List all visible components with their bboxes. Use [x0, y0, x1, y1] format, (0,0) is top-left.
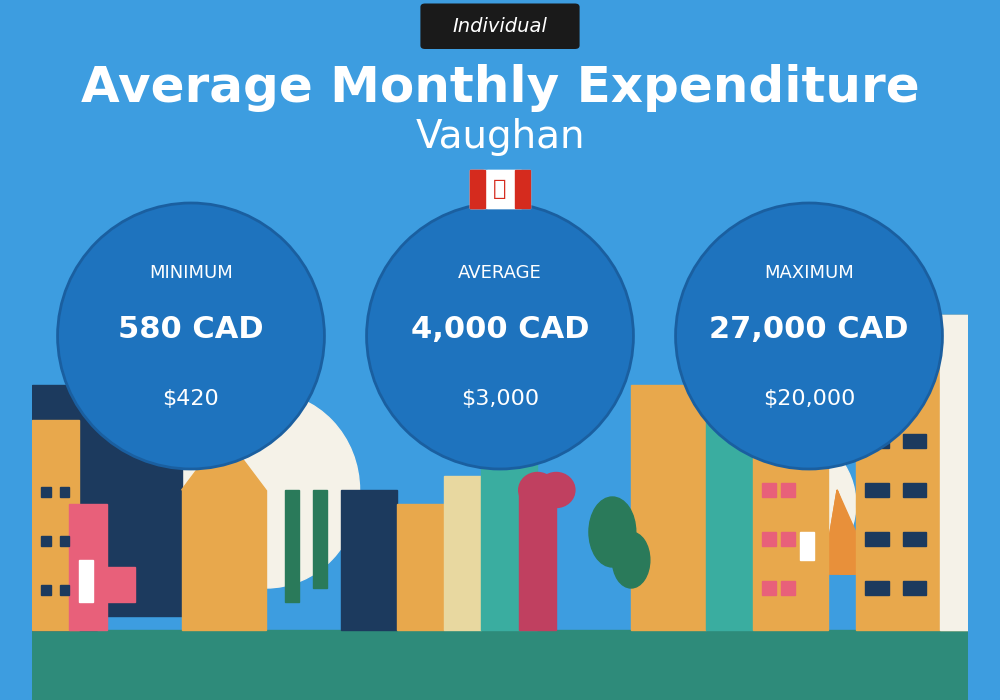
Bar — [341, 490, 397, 630]
Bar — [631, 385, 706, 630]
Bar — [519, 490, 556, 630]
Text: AVERAGE: AVERAGE — [458, 264, 542, 282]
Bar — [865, 532, 889, 546]
Bar — [903, 434, 926, 448]
Polygon shape — [706, 490, 737, 574]
Bar — [60, 486, 69, 497]
Bar — [800, 532, 814, 560]
Ellipse shape — [676, 203, 942, 469]
Bar — [865, 483, 889, 497]
Bar — [41, 486, 51, 497]
Polygon shape — [706, 490, 743, 574]
Polygon shape — [837, 490, 875, 574]
Bar — [41, 584, 51, 595]
Polygon shape — [823, 490, 851, 574]
Text: Vaughan: Vaughan — [415, 118, 585, 155]
Text: Individual: Individual — [453, 17, 547, 36]
Text: $3,000: $3,000 — [461, 389, 539, 409]
Bar — [32, 385, 97, 630]
Ellipse shape — [612, 532, 650, 588]
Bar — [41, 536, 51, 546]
Bar — [182, 490, 266, 630]
Bar — [481, 462, 537, 630]
Polygon shape — [74, 490, 102, 574]
Text: 27,000 CAD: 27,000 CAD — [709, 314, 909, 344]
Bar — [60, 584, 69, 595]
Bar — [903, 532, 926, 546]
Bar — [865, 581, 889, 595]
Bar — [470, 170, 530, 209]
Text: 4,000 CAD: 4,000 CAD — [411, 314, 589, 344]
Text: MINIMUM: MINIMUM — [149, 264, 233, 282]
Bar — [762, 483, 776, 497]
Bar — [97, 385, 182, 616]
Ellipse shape — [163, 455, 294, 595]
Text: 🍁: 🍁 — [493, 179, 507, 199]
Bar — [706, 350, 753, 630]
Bar — [856, 315, 968, 630]
Ellipse shape — [589, 497, 636, 567]
Text: $420: $420 — [163, 389, 219, 409]
Ellipse shape — [519, 473, 556, 508]
Bar — [903, 483, 926, 497]
Bar — [762, 532, 776, 546]
Bar — [487, 170, 521, 209]
Bar — [79, 560, 93, 602]
Polygon shape — [219, 490, 250, 574]
Ellipse shape — [650, 441, 762, 567]
Bar — [470, 170, 483, 209]
Bar — [60, 536, 69, 546]
Bar — [781, 532, 795, 546]
Bar — [762, 581, 776, 595]
Ellipse shape — [367, 203, 633, 469]
Polygon shape — [823, 490, 851, 574]
Bar — [865, 434, 889, 448]
Polygon shape — [182, 434, 266, 490]
Text: $20,000: $20,000 — [763, 389, 855, 409]
Polygon shape — [219, 490, 250, 574]
Bar — [397, 504, 444, 630]
Ellipse shape — [58, 203, 324, 469]
Text: Average Monthly Expenditure: Average Monthly Expenditure — [81, 64, 919, 111]
Text: MAXIMUM: MAXIMUM — [764, 264, 854, 282]
Bar — [903, 581, 926, 595]
Ellipse shape — [172, 392, 360, 588]
Polygon shape — [88, 490, 119, 574]
Polygon shape — [74, 490, 102, 574]
Polygon shape — [692, 490, 720, 574]
Polygon shape — [706, 490, 737, 574]
Bar — [781, 581, 795, 595]
Polygon shape — [205, 490, 233, 574]
FancyBboxPatch shape — [420, 4, 580, 49]
Ellipse shape — [537, 473, 575, 508]
Polygon shape — [837, 490, 868, 574]
Bar — [470, 170, 485, 209]
Polygon shape — [837, 490, 868, 574]
Polygon shape — [88, 490, 119, 574]
Bar — [515, 170, 530, 209]
Bar — [32, 630, 968, 700]
Bar — [285, 490, 299, 602]
Polygon shape — [219, 490, 257, 574]
Bar — [313, 490, 327, 588]
Polygon shape — [88, 490, 125, 574]
Polygon shape — [692, 490, 720, 574]
Polygon shape — [205, 490, 233, 574]
Bar — [470, 170, 485, 209]
Bar — [107, 567, 135, 602]
Bar — [69, 504, 107, 630]
Text: 580 CAD: 580 CAD — [118, 314, 264, 344]
Bar — [753, 364, 828, 630]
Ellipse shape — [725, 434, 856, 574]
Bar — [32, 420, 79, 630]
Bar — [940, 315, 968, 630]
Bar — [444, 476, 481, 630]
Bar — [781, 483, 795, 497]
Ellipse shape — [659, 385, 828, 553]
